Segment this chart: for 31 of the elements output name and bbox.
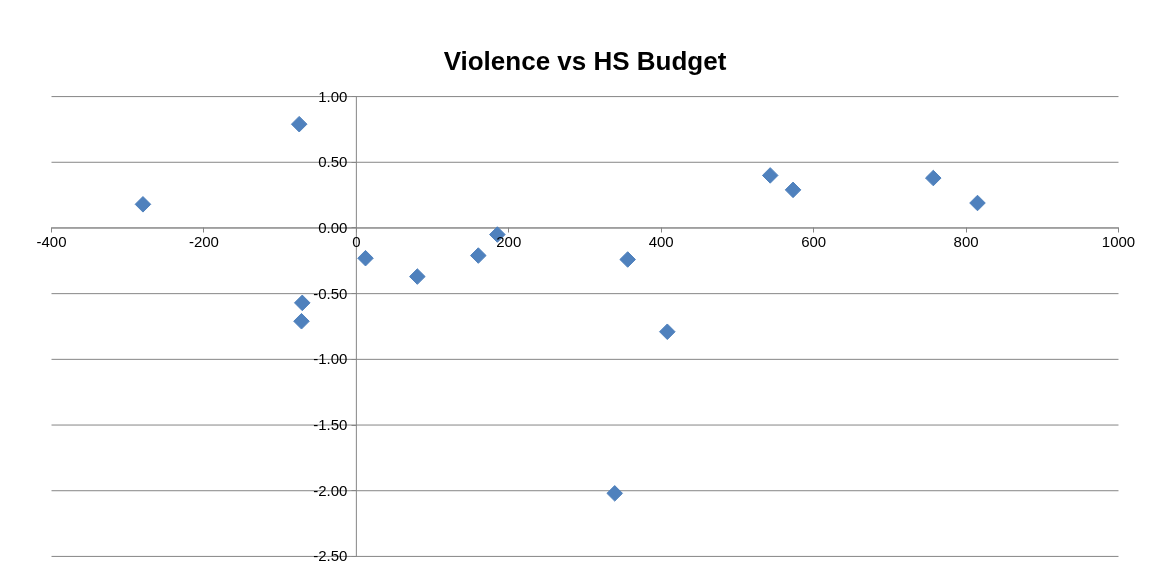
x-tick-label: -400 xyxy=(36,232,67,250)
y-tick-label: -2.00 xyxy=(313,481,348,499)
y-tick-label: 1.00 xyxy=(318,87,348,105)
point xyxy=(784,181,802,199)
y-tick-label: 0.00 xyxy=(318,218,348,236)
point xyxy=(357,249,374,267)
x-tick-label: 200 xyxy=(496,232,522,250)
point xyxy=(659,323,676,341)
point xyxy=(925,169,942,187)
point xyxy=(969,194,986,212)
point xyxy=(293,312,310,330)
point xyxy=(470,247,487,264)
point xyxy=(290,115,308,133)
point xyxy=(293,294,311,312)
y-tick-label: -1.50 xyxy=(313,416,348,434)
x-tick-label: 600 xyxy=(801,232,827,250)
point xyxy=(134,196,152,213)
chart-title: Violence vs HS Budget xyxy=(443,45,727,76)
x-tick-label: 400 xyxy=(648,232,674,250)
x-tick-label: 1000 xyxy=(1101,232,1136,250)
x-tick-label: 800 xyxy=(953,232,979,250)
point xyxy=(761,167,779,184)
y-tick-label: 0.50 xyxy=(318,153,348,171)
y-tick-label: -1.00 xyxy=(313,350,348,368)
point xyxy=(606,485,623,502)
y-tick-label: -0.50 xyxy=(313,284,348,302)
x-tick-label: -200 xyxy=(188,232,219,250)
x-tick-label: 0 xyxy=(352,232,361,250)
point xyxy=(409,268,426,285)
y-tick-label: -2.50 xyxy=(313,547,348,565)
point xyxy=(619,251,636,268)
